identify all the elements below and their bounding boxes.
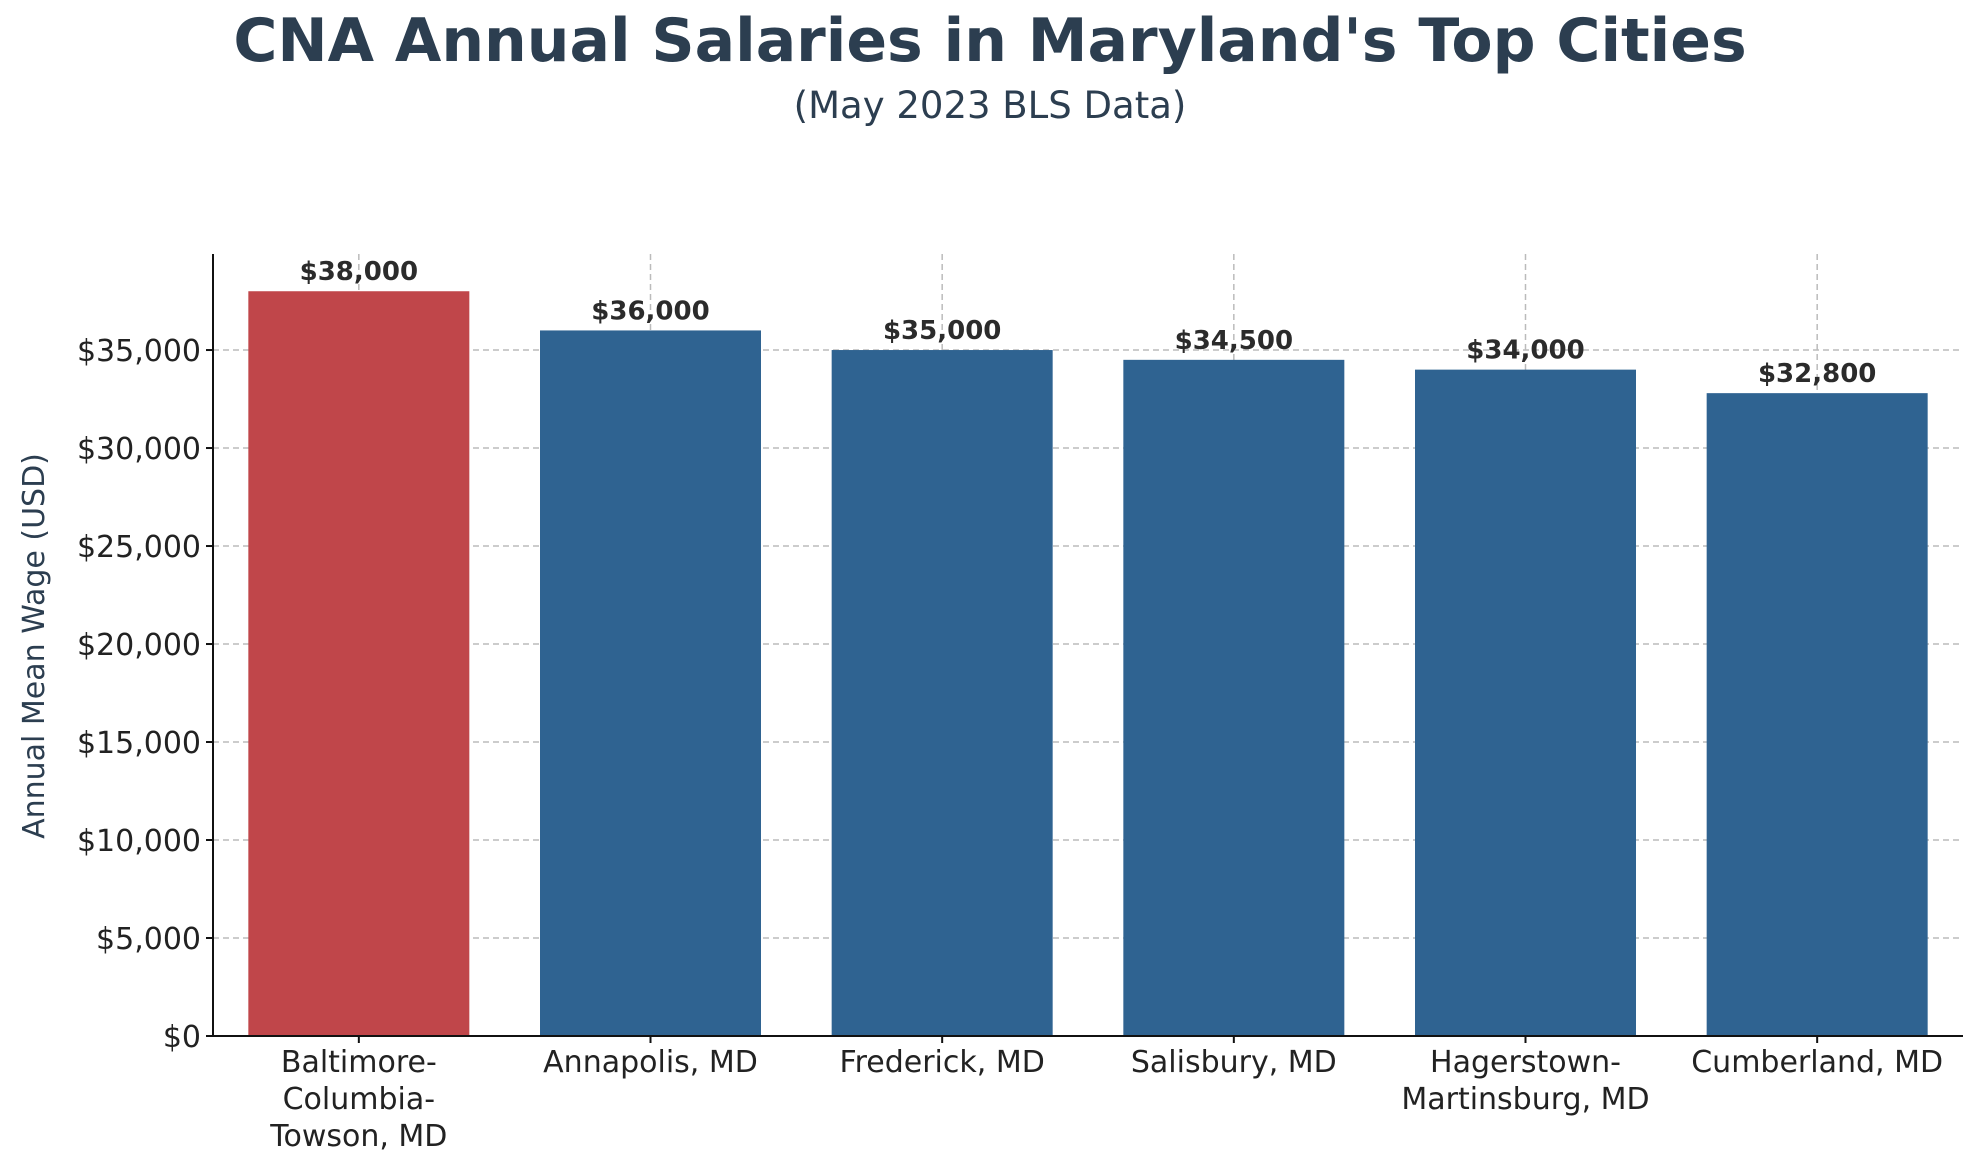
x-tick-label-line-4-0: Hagerstown- [1430,1045,1621,1080]
y-axis-label: Annual Mean Wage (USD) [17,453,52,839]
bars [248,291,1928,1036]
bar-value-label-4: $34,000 [1466,336,1584,366]
bar-value-label-2: $35,000 [883,316,1001,346]
y-tick-label-7: $35,000 [77,334,201,369]
x-tick-label-line-2-0: Frederick, MD [840,1045,1045,1080]
labels: $38,000 $36,000 $35,000 $34,500 $34,000 $32,8… [77,257,1943,1154]
y-tick-label-3: $15,000 [77,726,201,761]
x-tick-label-line-4-1: Martinsburg, MD [1401,1082,1649,1117]
x-tick-label-line-5-0: Cumberland, MD [1691,1045,1943,1080]
y-tick-label-1: $5,000 [96,922,201,957]
bar-3 [1123,359,1345,1036]
x-tick-label-line-3-0: Salisbury, MD [1131,1045,1337,1080]
chart-subtitle: (May 2023 BLS Data) [793,84,1187,127]
x-tick-label-1: Annapolis, MD [543,1045,758,1080]
x-tick-label-2: Frederick, MD [840,1045,1045,1080]
y-tick-label-0: $0 [163,1020,201,1055]
grid-lines [213,254,1963,1036]
bar-0 [248,291,470,1036]
x-tick-label-line-0-0: Baltimore- [281,1045,437,1080]
y-tick-label-4: $20,000 [77,628,201,663]
y-tick-label-2: $10,000 [77,824,201,859]
bar-1 [540,330,761,1036]
bar-4 [1415,369,1636,1036]
y-tick-label-5: $25,000 [77,530,201,565]
bar-value-label-1: $36,000 [591,296,709,326]
chart-title: CNA Annual Salaries in Maryland's Top Ci… [233,6,1747,76]
bar-value-label-5: $32,800 [1758,359,1876,389]
bar-2 [831,350,1053,1036]
x-tick-label-4: Hagerstown-Martinsburg, MD [1401,1045,1649,1117]
y-tick-label-6: $30,000 [77,432,201,467]
axes [206,254,1963,1043]
x-tick-label-3: Salisbury, MD [1131,1045,1337,1080]
bar-value-label-0: $38,000 [300,257,418,287]
x-tick-label-0: Baltimore-Columbia-Towson, MD [269,1045,447,1154]
bar-5 [1706,393,1928,1036]
x-tick-label-line-0-1: Columbia- [283,1082,435,1117]
x-tick-label-line-1-0: Annapolis, MD [543,1045,758,1080]
x-tick-label-5: Cumberland, MD [1691,1045,1943,1080]
x-tick-label-line-0-2: Towson, MD [269,1119,447,1154]
bar-value-label-3: $34,500 [1175,326,1293,356]
